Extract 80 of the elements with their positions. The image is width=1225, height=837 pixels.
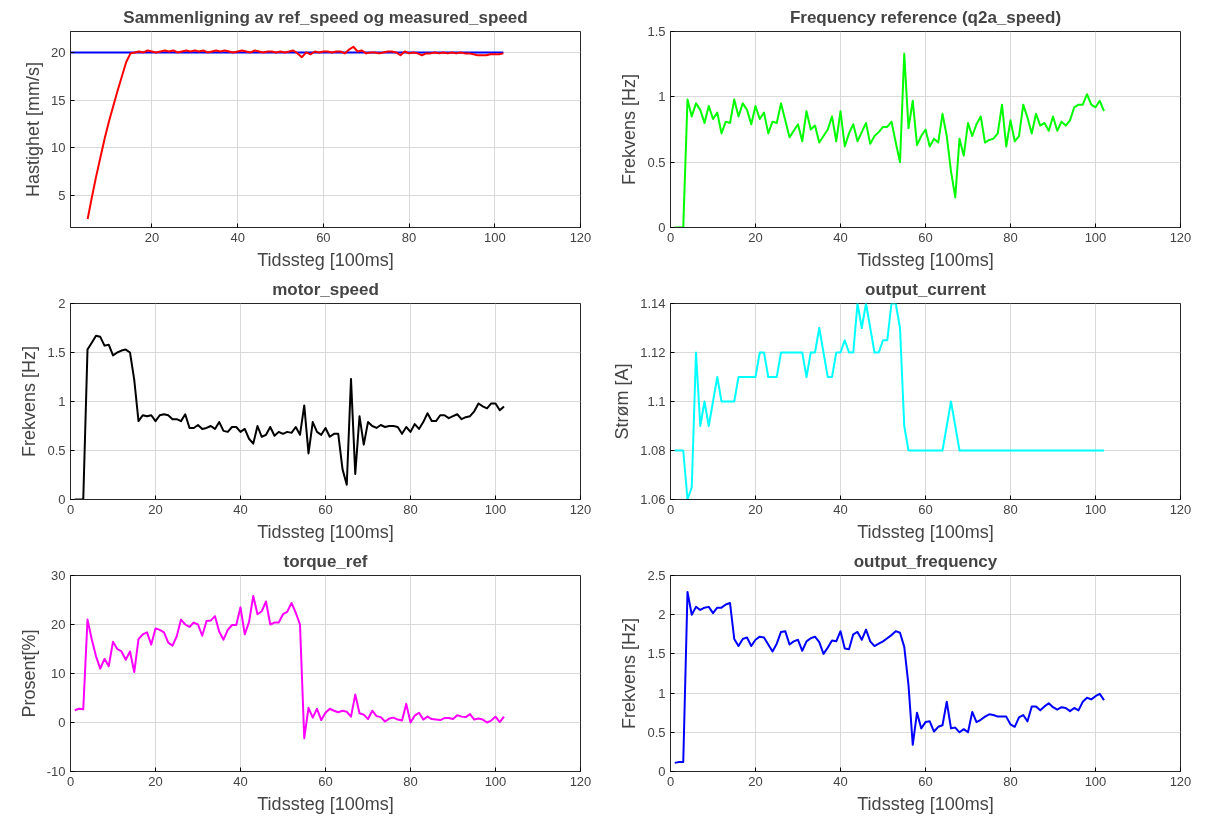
y-tick-label: 1.1: [647, 394, 666, 409]
chart-title: motor_speed: [272, 279, 379, 299]
x-tick-label: 80: [1003, 229, 1018, 245]
y-axis-title: Frekvens [Hz]: [619, 617, 640, 730]
x-tick-label: 60: [918, 229, 933, 245]
y-axis-title: Prosent[%]: [18, 629, 39, 718]
x-tick-label: 120: [1169, 229, 1192, 245]
y-tick-label: 2: [58, 296, 66, 311]
x-tick-label: 100: [1084, 773, 1107, 789]
x-tick-label: 120: [569, 229, 592, 245]
y-tick-label: 0.5: [47, 443, 66, 458]
x-tick-label: 80: [1003, 773, 1018, 789]
y-tick-label: 0.5: [647, 724, 666, 740]
y-tick-label: 20: [51, 44, 66, 60]
x-tick-label: 60: [318, 773, 333, 789]
x-axis-title: Tidssteg [100ms]: [257, 793, 394, 814]
x-tick-label: 100: [484, 773, 507, 789]
x-tick-label: 20: [148, 501, 163, 517]
x-tick-label: 120: [1169, 501, 1192, 517]
x-tick-label: 60: [316, 229, 331, 245]
y-axis-title: Strøm [A]: [612, 363, 633, 440]
x-tick-label: 80: [1003, 501, 1018, 517]
y-axis-title: Hastighet [mm/s]: [23, 61, 44, 198]
x-tick-label: 100: [483, 229, 506, 245]
y-axis-title: Frekvens [Hz]: [19, 345, 40, 458]
y-axis-title: Frekvens [Hz]: [619, 73, 640, 186]
x-tick-label: 80: [403, 773, 418, 789]
chart-title: output_frequency: [853, 551, 998, 571]
x-axis-title: Tidssteg [100ms]: [257, 249, 394, 270]
y-tick-label: 1.5: [47, 345, 66, 360]
y-tick-label: 1.06: [640, 492, 666, 507]
x-tick-label: 100: [1084, 501, 1107, 517]
y-tick-label: 2.5: [647, 568, 666, 583]
y-tick-label: 1.12: [640, 345, 666, 360]
y-tick-label: 5: [58, 187, 66, 203]
y-tick-label: 1.5: [647, 646, 666, 662]
x-tick-label: 60: [918, 773, 933, 789]
y-tick-label: 15: [51, 92, 66, 108]
x-tick-label: 80: [403, 501, 418, 517]
x-tick-label: 20: [748, 229, 763, 245]
x-tick-label: 100: [1084, 229, 1107, 245]
x-tick-label: 40: [833, 501, 848, 517]
x-axis-title: Tidssteg [100ms]: [257, 521, 394, 542]
x-tick-label: 20: [748, 501, 763, 517]
y-tick-label: 0: [58, 715, 66, 730]
x-tick-label: 20: [144, 229, 160, 245]
x-tick-label: 40: [833, 773, 848, 789]
x-tick-label: 20: [148, 773, 163, 789]
chart-title: output_current: [865, 279, 987, 299]
x-tick-label: 40: [833, 229, 848, 245]
y-tick-label: 1.08: [640, 443, 666, 458]
x-tick-label: 20: [748, 773, 763, 789]
y-tick-label: -10: [46, 764, 66, 779]
y-tick-label: 0.5: [647, 154, 666, 170]
y-tick-label: 20: [51, 617, 66, 632]
x-tick-label: 120: [1169, 773, 1192, 789]
y-tick-label: 1.5: [647, 24, 666, 39]
y-tick-label: 2: [658, 607, 666, 623]
y-tick-label: 1: [658, 685, 666, 701]
x-tick-label: 40: [230, 229, 245, 245]
y-tick-label: 10: [51, 140, 66, 156]
x-tick-label: 120: [569, 501, 592, 517]
x-tick-label: 60: [318, 501, 333, 517]
x-tick-label: 60: [918, 501, 933, 517]
x-tick-label: 40: [233, 501, 248, 517]
y-tick-label: 10: [51, 666, 66, 681]
chart-title: Frequency reference (q2a_speed): [789, 7, 1062, 27]
x-tick-label: 40: [233, 773, 248, 789]
y-tick-label: 1.14: [640, 296, 666, 311]
y-tick-label: 1: [658, 89, 666, 105]
x-axis-title: Tidssteg [100ms]: [857, 249, 994, 270]
chart-title: torque_ref: [283, 551, 368, 571]
chart-title: Sammenligning av ref_speed og measured_speed: [123, 7, 528, 27]
y-tick-label: 30: [51, 568, 66, 583]
x-axis-title: Tidssteg [100ms]: [857, 793, 994, 814]
x-tick-label: 80: [401, 229, 417, 245]
x-axis-title: Tidssteg [100ms]: [857, 521, 994, 542]
x-tick-label: 120: [569, 773, 592, 789]
x-tick-label: 100: [484, 501, 507, 517]
y-tick-label: 1: [58, 394, 66, 409]
